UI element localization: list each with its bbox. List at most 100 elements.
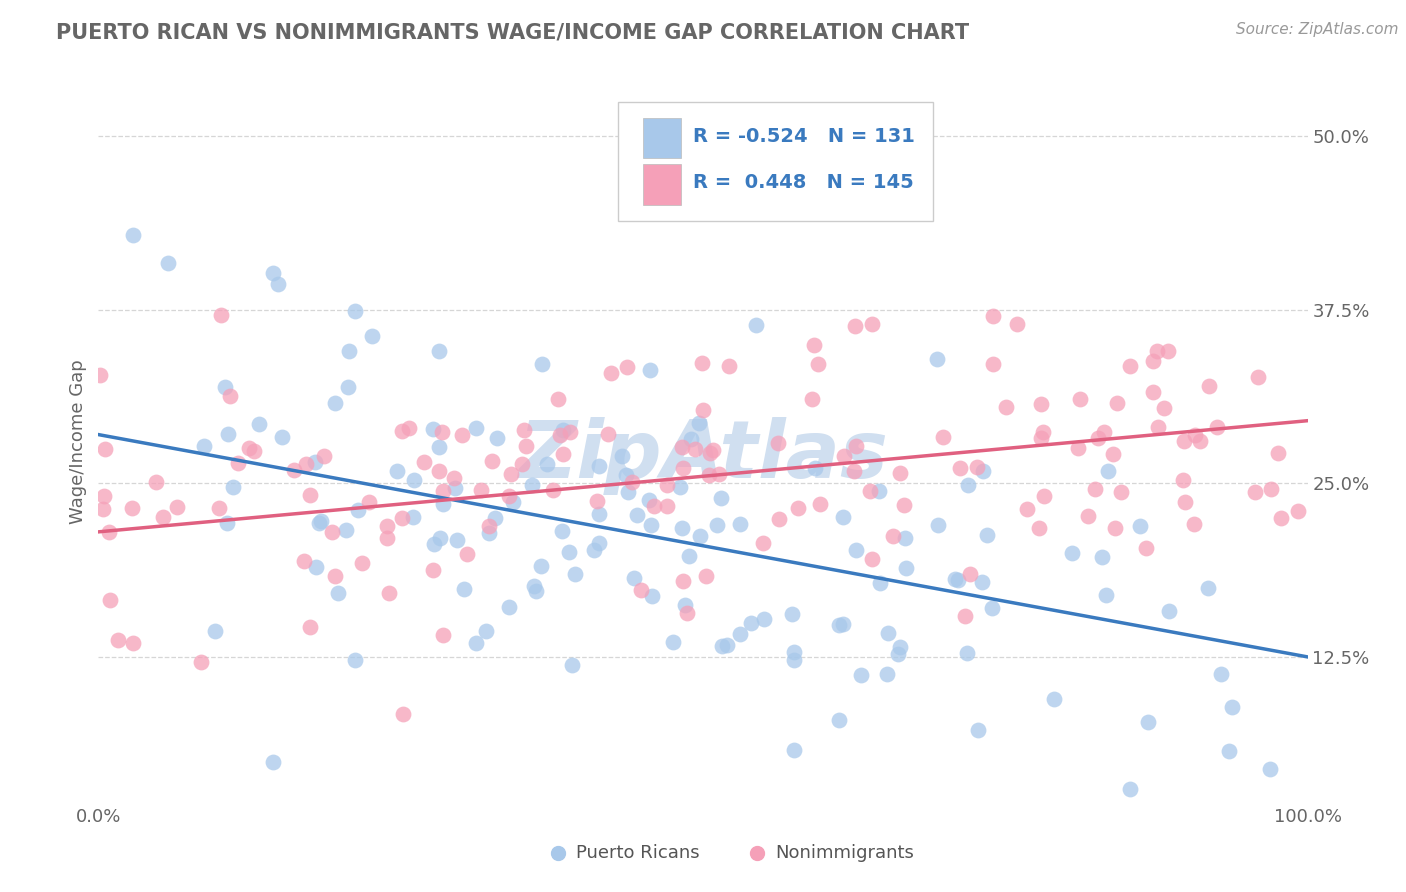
Point	[502, 495, 524, 509]
Point	[783, 645, 806, 659]
Point	[443, 481, 465, 495]
Point	[510, 457, 533, 471]
Point	[1198, 379, 1220, 393]
Point	[121, 501, 143, 516]
Point	[808, 497, 831, 511]
Point	[432, 497, 454, 511]
Point	[321, 525, 343, 540]
Point	[834, 449, 856, 463]
Point	[522, 478, 544, 492]
Point	[208, 500, 231, 515]
Point	[523, 579, 546, 593]
Point	[927, 518, 949, 533]
Point	[214, 380, 236, 394]
Point	[1101, 447, 1123, 461]
Point	[323, 396, 346, 410]
Point	[422, 537, 444, 551]
Point	[243, 444, 266, 458]
Point	[754, 612, 776, 626]
Point	[1173, 434, 1195, 449]
Point	[1197, 581, 1219, 595]
Point	[702, 442, 724, 457]
Point	[541, 483, 564, 498]
Point	[209, 308, 232, 322]
Point	[247, 417, 270, 432]
Point	[156, 256, 179, 270]
Point	[1137, 715, 1160, 730]
Point	[697, 468, 720, 483]
Point	[93, 442, 115, 457]
Point	[304, 454, 326, 468]
Point	[190, 655, 212, 669]
Point	[361, 329, 384, 343]
Point	[673, 598, 696, 612]
Point	[93, 489, 115, 503]
Point	[949, 461, 972, 475]
Point	[375, 532, 398, 546]
Point	[710, 491, 733, 505]
Point	[314, 449, 336, 463]
Point	[432, 425, 454, 439]
Point	[283, 463, 305, 477]
Point	[886, 647, 908, 661]
Point	[1267, 446, 1289, 460]
Point	[783, 653, 806, 667]
Point	[1244, 485, 1267, 500]
Point	[343, 653, 366, 667]
Point	[688, 416, 710, 430]
Point	[422, 421, 444, 435]
Text: R =  0.448   N = 145: R = 0.448 N = 145	[693, 173, 914, 193]
Point	[551, 423, 574, 437]
Point	[478, 519, 501, 533]
Point	[981, 601, 1004, 615]
Point	[298, 620, 321, 634]
Point	[626, 508, 648, 522]
Point	[744, 318, 766, 333]
Point	[640, 517, 662, 532]
Point	[768, 511, 790, 525]
Point	[121, 227, 143, 242]
Text: R = -0.524   N = 131: R = -0.524 N = 131	[693, 128, 915, 146]
Point	[375, 518, 398, 533]
Point	[485, 431, 508, 445]
Point	[1033, 488, 1056, 502]
Point	[1005, 318, 1028, 332]
Point	[845, 439, 868, 453]
Point	[107, 633, 129, 648]
Point	[478, 525, 501, 540]
Point	[831, 509, 853, 524]
Point	[1156, 344, 1178, 359]
Point	[828, 714, 851, 728]
Point	[215, 516, 238, 531]
FancyBboxPatch shape	[643, 164, 682, 204]
Point	[1153, 401, 1175, 416]
Point	[391, 424, 413, 438]
Point	[558, 425, 581, 440]
Point	[1260, 483, 1282, 497]
Point	[1084, 482, 1107, 496]
Point	[868, 484, 890, 499]
Point	[588, 459, 610, 474]
Point	[953, 608, 976, 623]
Point	[429, 463, 451, 477]
Point	[860, 551, 883, 566]
Point	[599, 367, 621, 381]
Point	[1135, 541, 1157, 556]
Point	[271, 430, 294, 444]
Point	[668, 480, 690, 494]
Point	[956, 646, 979, 660]
Point	[526, 584, 548, 599]
Point	[672, 460, 695, 475]
Point	[1060, 546, 1083, 560]
Point	[800, 392, 823, 407]
Point	[844, 319, 866, 334]
Point	[828, 617, 851, 632]
Point	[531, 357, 554, 371]
Point	[1146, 344, 1168, 359]
Point	[1188, 434, 1211, 448]
Point	[981, 310, 1004, 324]
Point	[782, 607, 804, 621]
FancyBboxPatch shape	[643, 118, 682, 158]
Point	[429, 440, 451, 454]
Point	[499, 467, 522, 482]
